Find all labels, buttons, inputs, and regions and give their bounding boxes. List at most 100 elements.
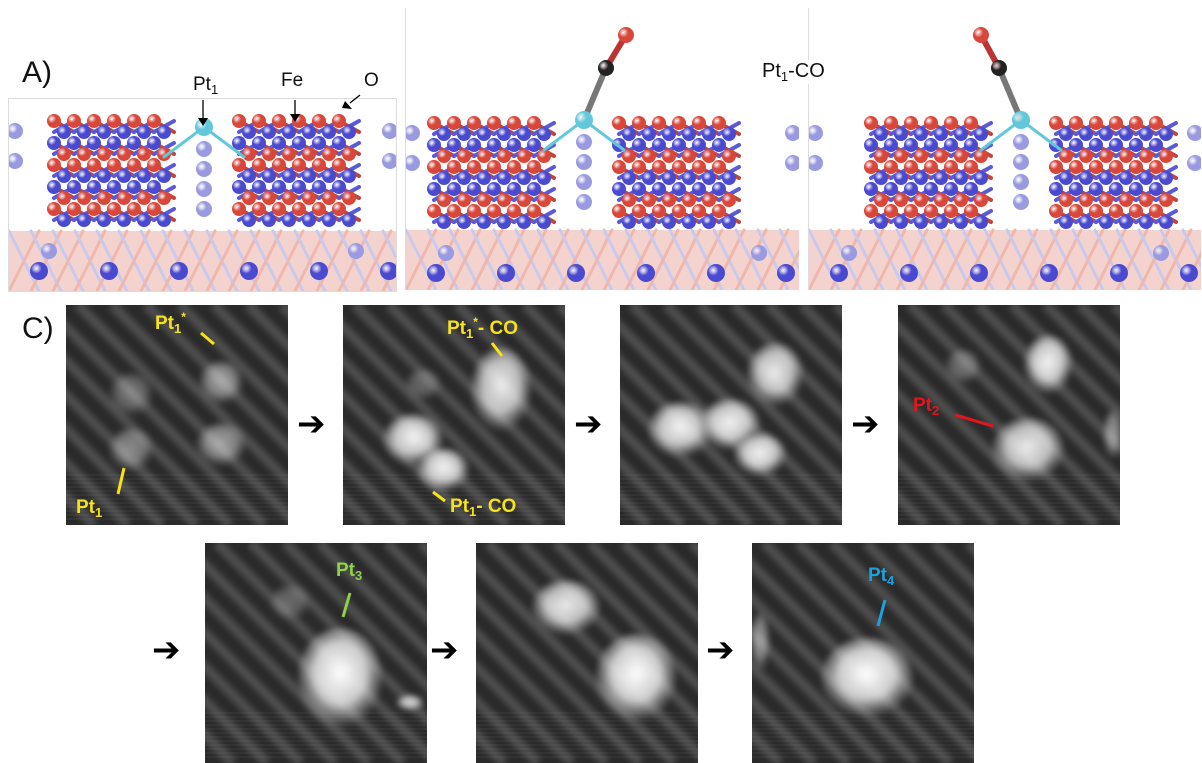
substrate-row [906,305,1120,523]
substrate-row [210,305,288,387]
central-column-atom [1013,194,1029,210]
edge-atom [809,155,823,171]
label-sub: 4 [887,573,895,588]
lattice-atom [447,160,461,174]
lattice-atom [934,193,948,207]
lattice-atom [497,215,511,229]
lattice-atom [87,202,101,216]
lattice-atom [232,202,246,216]
substrate-row [66,387,200,525]
lattice-atom [57,169,71,183]
lattice-atom [1099,193,1113,207]
substrate-row [752,625,886,763]
lattice-atom [894,149,908,163]
lattice-atom [67,158,81,172]
bond [580,228,614,290]
platinum-atom [1012,111,1030,129]
lattice-atom [272,158,286,172]
substrate-row [752,693,818,763]
sequence-arrow-4: ➔ [152,630,181,670]
lattice-atom [157,213,171,227]
platinum-atom [575,111,593,129]
lattice-atom [884,204,898,218]
label-pt1-star: Pt1* [155,310,186,336]
lattice-atom [964,182,978,196]
bond [139,229,173,291]
edge-atom [1187,125,1201,141]
bond [1027,228,1061,290]
substrate-row [1076,305,1120,353]
lattice-atom [292,202,306,216]
lattice-atom [147,136,161,150]
lattice-atom [97,147,111,161]
bond [536,228,570,290]
lattice-atom [342,191,356,205]
lattice-atom [77,169,91,183]
lattice-atom [944,182,958,196]
label-main: Pt [868,565,887,586]
panel-a-arrows [198,94,361,126]
lattice-atom [622,215,636,229]
lattice-atom [864,182,878,196]
lattice-atom [612,160,626,174]
lattice-atom [964,160,978,174]
lattice-atom [427,160,441,174]
adatom-feature [298,628,382,728]
lattice-atom [722,171,736,185]
lattice-atom [447,138,461,152]
label-sub: 1 [95,505,103,520]
lattice-atom [682,171,696,185]
bond [961,228,995,290]
lattice-atom [77,213,91,227]
lattice-atom [924,138,938,152]
pt-co-tail: -CO [788,60,825,82]
lattice-atom [692,160,706,174]
stm-image-6 [476,543,698,763]
lattice-atom [47,114,61,128]
panel-a-structure [8,98,397,292]
lattice-atom [662,127,676,141]
adatom-feature [199,361,243,405]
lattice-atom [447,182,461,196]
lattice-atom [137,125,151,139]
lower-fe-atom [830,264,848,282]
substrate-row [662,305,842,489]
lattice-atom [467,116,481,130]
lattice-atom [497,149,511,163]
lattice-atom [1099,215,1113,229]
panel-b-crystal-model-left [406,27,799,290]
adatom-feature [109,428,153,472]
lattice-atom [537,193,551,207]
lattice-atom [262,125,276,139]
lattice-atom [127,202,141,216]
substrate-row [487,305,565,387]
panel-b-pt-co-label: Pt1-CO [762,60,825,84]
stm-image-3 [620,305,842,525]
edge-atom [41,243,57,259]
o-arrow [349,94,361,104]
label-main: Pt [155,313,174,334]
lower-fe-atom [497,264,515,282]
lattice-atom [322,147,336,161]
lattice-atom [477,149,491,163]
lattice-atom [127,158,141,172]
lattice-atom [47,202,61,216]
lattice-atom [437,193,451,207]
lattice-atom [107,180,121,194]
lattice-atom [137,213,151,227]
lattice-atom [252,202,266,216]
lattice-atom [1099,127,1113,141]
label-sub: 1 [469,504,477,519]
lattice-atom [662,171,676,185]
substrate-row [730,305,842,421]
lattice-atom [147,180,161,194]
stm-frame-5 [205,543,427,763]
lattice-atom [652,160,666,174]
substrate-row [476,659,576,763]
lattice-atom [712,138,726,152]
lattice-atom [312,202,326,216]
bond [996,65,1024,123]
bond [381,261,396,291]
lattice-atom [312,180,326,194]
lattice-atom [1159,149,1173,163]
